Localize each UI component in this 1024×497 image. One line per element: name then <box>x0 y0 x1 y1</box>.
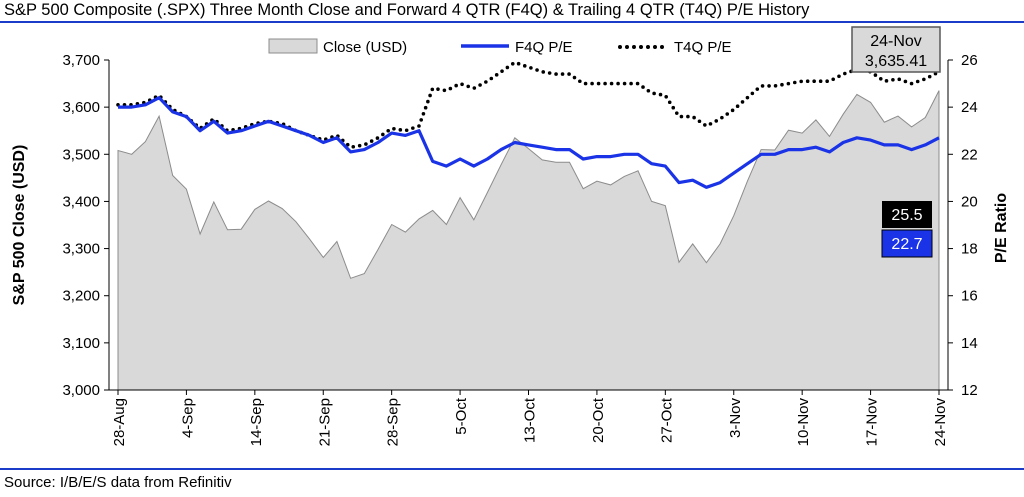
x-tick-label: 10-Nov <box>795 398 812 447</box>
legend-label-f4q: F4Q P/E <box>515 39 573 56</box>
right-tick-label: 14 <box>961 335 978 352</box>
x-tick-label: 28-Sep <box>385 398 402 446</box>
right-tick-label: 12 <box>961 382 978 399</box>
callout-close-value: 3,635.41 <box>865 53 927 70</box>
t4q-last-value: 25.5 <box>891 207 922 224</box>
x-tick-label: 21-Sep <box>316 398 333 446</box>
right-tick-label: 16 <box>961 288 978 305</box>
source-note: Source: I/B/E/S data from Refinitiv <box>4 474 232 491</box>
footer-rule <box>0 468 1024 470</box>
right-axis-title: P/E Ratio <box>993 193 1010 263</box>
x-tick-label: 5-Oct <box>453 397 470 435</box>
legend-label-close: Close (USD) <box>323 39 407 56</box>
legend: Close (USD) F4Q P/E T4Q P/E <box>268 38 732 56</box>
x-tick-label: 13-Oct <box>522 397 539 443</box>
title-rule <box>0 21 1024 23</box>
right-tick-label: 24 <box>961 99 978 116</box>
x-tick-label: 27-Oct <box>658 397 675 443</box>
axes-layer: 3,000 3,100 3,200 3,300 3,400 3,500 3,600 3,700… <box>62 52 977 446</box>
chart-title: S&P 500 Composite (.SPX) Three Month Clo… <box>4 1 810 19</box>
left-axis-title: S&P 500 Close (USD) <box>11 145 28 306</box>
x-tick-label: 17-Nov <box>864 398 881 447</box>
right-tick-label: 22 <box>961 146 978 163</box>
close-area-layer <box>117 90 940 391</box>
f4q-last-label: 22.7 <box>881 229 933 258</box>
left-tick-label: 3,100 <box>62 335 100 352</box>
callout-date: 24-Nov <box>870 33 922 50</box>
t4q-line <box>116 60 941 149</box>
left-tick-label: 3,400 <box>62 193 100 210</box>
legend-swatch-close <box>268 38 318 54</box>
left-tick-label: 3,200 <box>62 288 100 305</box>
left-tick-label: 3,500 <box>62 146 100 163</box>
x-tick-label: 14-Sep <box>248 398 265 446</box>
right-tick-label: 18 <box>961 241 978 258</box>
x-tick-label: 24-Nov <box>932 398 949 447</box>
x-tick-label: 4-Sep <box>179 398 196 438</box>
f4q-last-value: 22.7 <box>891 236 922 253</box>
t4q-last-label: 25.5 <box>882 201 932 228</box>
x-tick-label: 28-Aug <box>111 398 128 446</box>
date-value-callout: 24-Nov 3,635.41 <box>851 26 941 73</box>
legend-label-t4q: T4Q P/E <box>674 39 732 56</box>
f4q-line <box>118 96 940 189</box>
close-area <box>117 90 940 391</box>
left-tick-label: 3,700 <box>62 52 100 69</box>
right-tick-label: 26 <box>961 52 978 69</box>
left-tick-label: 3,000 <box>62 382 100 399</box>
x-tick-label: 20-Oct <box>590 397 607 443</box>
pe-lines-layer <box>116 60 941 189</box>
left-tick-label: 3,600 <box>62 99 100 116</box>
left-tick-label: 3,300 <box>62 241 100 258</box>
right-tick-label: 20 <box>961 193 978 210</box>
x-tick-label: 3-Nov <box>727 398 744 439</box>
